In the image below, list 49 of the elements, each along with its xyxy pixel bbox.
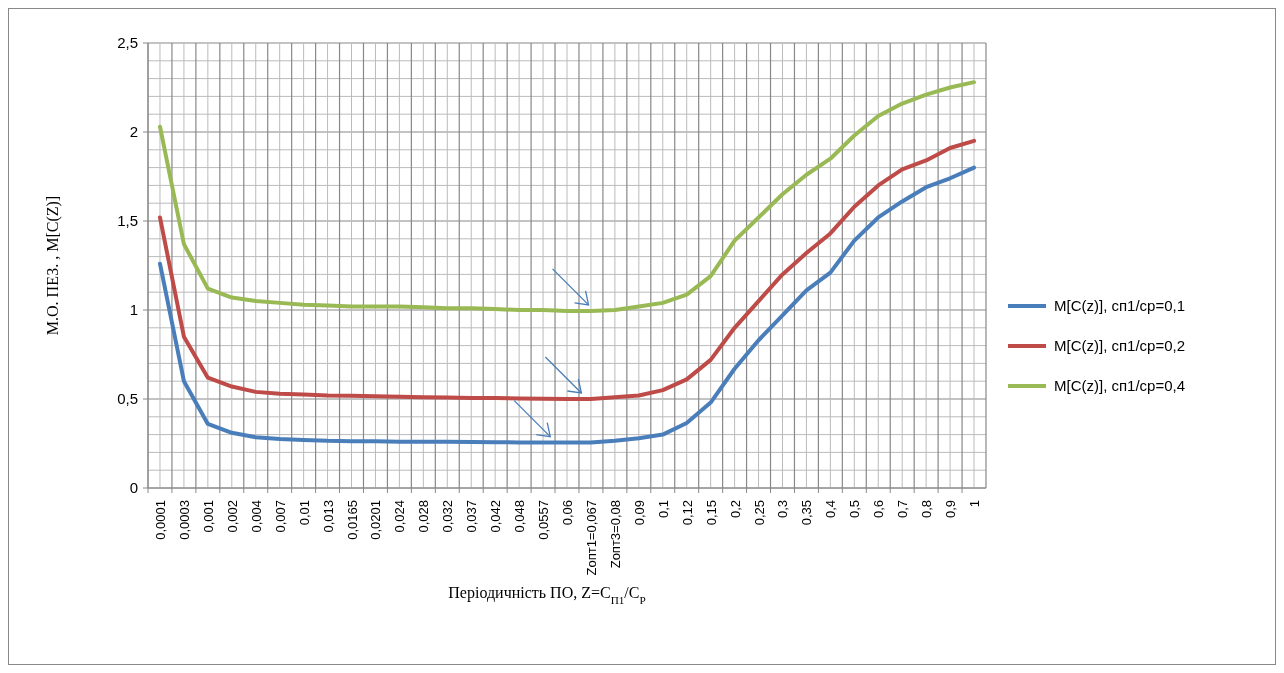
x-tick-label: 0,004 [248,500,264,533]
x-tick-label: 0,09 [631,500,647,526]
x-tick-label: 0,037 [464,500,480,533]
x-tick-label: 0,25 [751,500,767,526]
x-tick-label: 0,6 [871,500,887,519]
x-tick-label: 0,3 [775,500,791,519]
x-tick-label: 0,032 [440,500,456,533]
legend-label: M[C(z)], сп1/ср=0,1 [1054,297,1186,315]
x-tick-label: 0,013 [320,500,336,533]
x-tick-label: 0,12 [679,500,695,526]
x-tick-label: 0,4 [823,500,839,519]
y-tick-label: 1,5 [117,212,138,230]
y-tick-label: 0,5 [117,390,138,408]
x-tick-label: 0,1 [655,500,671,519]
legend-label: M[C(z)], сп1/ср=0,2 [1054,337,1186,355]
x-tick-label: 0,0557 [536,500,552,540]
x-axis-title: Періодичність ПО, Z=C$_{П1}$/C$_{Р}$ [448,584,646,606]
x-tick-label: 0,06 [560,500,575,526]
x-tick-label: 0,0003 [176,500,192,540]
x-tick-label: 1 [967,500,983,508]
x-tick-label: 0,0001 [152,500,168,540]
x-tick-label: 0,042 [488,500,504,533]
y-tick-label: 0 [129,479,138,497]
x-tick-label: 0,048 [512,500,528,533]
x-tick-label: 0,35 [799,500,815,526]
x-tick-label: 0,001 [200,500,216,533]
x-tick-label: 0,5 [847,500,863,519]
line-series [157,80,977,313]
x-tick-label: 0,9 [943,500,959,519]
legend-label: M[C(z)], сп1/ср=0,4 [1054,377,1186,395]
x-tick-label: 0,024 [392,500,408,533]
line-series [157,138,977,401]
line-series [157,165,977,445]
x-tick-label: 0,0165 [344,500,360,540]
x-tick-label: 0,8 [919,500,935,519]
y-tick-label: 2,5 [117,34,138,52]
x-tick-label: 0,15 [703,500,719,526]
y-tick-label: 2 [129,123,138,141]
x-tick-label: 0,028 [416,500,432,533]
x-tick-label: 0,007 [272,500,288,533]
x-tick-label: Zопт1=0,067 [583,500,599,576]
x-tick-label: 0,002 [224,500,240,533]
x-tick-label: 0,7 [895,500,911,519]
y-tick-label: 1 [129,301,138,319]
x-tick-label: Zопт3=0,08 [607,500,623,569]
y-axis-title: М.О. ПЕЗ. , M[C(Z)] [44,195,62,336]
x-tick-label: 0,2 [727,500,743,519]
x-tick-label: 0,01 [296,500,312,526]
x-tick-label: 0,0201 [368,500,384,540]
